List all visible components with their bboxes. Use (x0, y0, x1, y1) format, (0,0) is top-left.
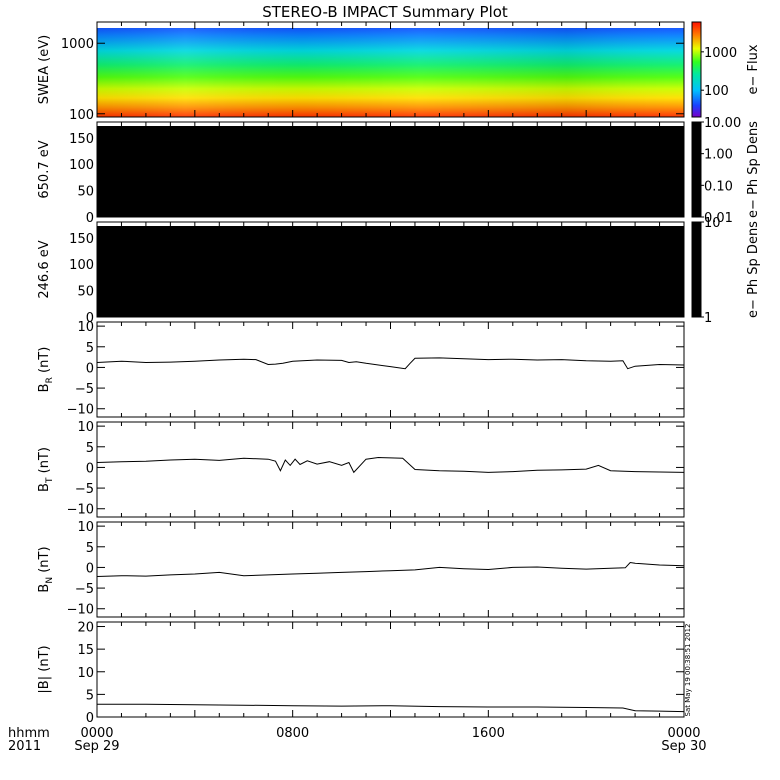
pad650-colorbar-tick-label: 0.01 (704, 211, 733, 226)
x-tick-label: 1600 (472, 726, 505, 741)
bt-ylabel-unit: (nT) (37, 447, 52, 477)
panel-bn: −10 −5 0 5 10 BN (nT) (37, 520, 685, 618)
bmag-ytick-label: 5 (86, 688, 94, 703)
bt-ylabel-main: B (37, 483, 52, 492)
bt-ytick-label: 0 (86, 461, 94, 476)
br-ylabel: BR (nT) (37, 347, 55, 393)
br-ytick-label: 0 (86, 361, 94, 376)
br-ytick-label: −5 (75, 382, 94, 397)
pad246-ytick-label: 100 (69, 258, 94, 273)
pad246-ytick-label: 150 (69, 232, 94, 247)
pad246-ylabel: 246.6 eV (37, 240, 52, 298)
bn-ytick-label: 0 (86, 561, 94, 576)
swea-colorbar-tick-label: 1000 (704, 46, 737, 61)
bmag-ytick-label: 20 (77, 621, 94, 636)
bt-ylabel-sub: T (45, 477, 55, 484)
bn-ytick-label: −5 (75, 582, 94, 597)
x-tick-sublabel: Sep 30 (661, 739, 706, 754)
bmag-series-line (97, 703, 685, 713)
bt-ytick-label: −10 (67, 503, 94, 518)
pad650-colorbar-tick-label: 1.00 (704, 148, 733, 163)
panel-bt: −10 −5 0 5 10 BT (nT) (37, 420, 685, 518)
bn-series-line (96, 561, 685, 577)
br-ytick-label: −10 (67, 403, 94, 418)
x-axis-year-prefix: 2011 (8, 739, 41, 754)
br-ylabel-unit: (nT) (37, 347, 52, 377)
pad246-colorbar-tick-label: 1 (704, 311, 712, 326)
bt-ytick-label: 5 (86, 441, 94, 456)
panel-bmag: 0 5 10 15 20 |B| (nT) (37, 621, 685, 726)
bn-ylabel-unit: (nT) (37, 546, 52, 576)
pad650-colorbar (692, 122, 701, 217)
bn-ylabel: BN (nT) (37, 546, 55, 592)
pad650-colorbar-frame (691, 121, 702, 218)
bmag-ytick-label: 0 (86, 711, 94, 726)
swea-colorbar-label: e− Flux (746, 44, 761, 94)
bmag-ylabel-unit: (nT) (37, 645, 52, 675)
panel-br: −10 −5 0 5 10 BR (nT) (37, 320, 685, 418)
panel-pad246: 0 50 100 150 246.6 eV 1 10 e− Ph Sp Dens (37, 216, 761, 326)
pad650-ylabel: 650.7 eV (37, 140, 52, 198)
pad246-colorbar (692, 222, 701, 317)
bt-ytick-label: 10 (77, 420, 94, 435)
swea-colorbar-frame (691, 21, 702, 118)
swea-colorbar (692, 22, 701, 117)
bn-ytick-label: 5 (86, 541, 94, 556)
bt-ytick-label: −5 (75, 482, 94, 497)
bn-frame (96, 521, 685, 618)
br-ytick-label: 5 (86, 341, 94, 356)
pad650-ytick-label: 50 (77, 185, 94, 200)
x-tick-label: 0000 (667, 726, 700, 741)
bmag-ytick-label: 10 (77, 666, 94, 681)
br-ylabel-main: B (37, 383, 52, 392)
br-series-line (96, 357, 685, 370)
bn-ytick-label: 10 (77, 520, 94, 535)
pad246-spectrogram (97, 226, 684, 317)
swea-ytick-label: 100 (69, 108, 94, 123)
pad650-colorbar-tick-label: 0.10 (704, 179, 733, 194)
x-tick-label: 0000 (80, 726, 113, 741)
swea-colorbar-tick-label: 100 (704, 84, 729, 99)
bt-ylabel: BT (nT) (37, 447, 55, 492)
bmag-frame (96, 621, 685, 718)
pad246-ytick-label: 50 (77, 285, 94, 300)
bt-frame (96, 421, 685, 518)
pad650-ytick-label: 0 (86, 211, 94, 226)
pad650-colorbar-label: e− Ph Sp Dens (746, 121, 761, 218)
plot-timestamp: Sat May 19 00:38:51 2012 (684, 623, 692, 716)
bt-series-line (96, 456, 685, 474)
swea-ytick-label: 1000 (61, 37, 94, 52)
pad650-colorbar-tick-label: 10.00 (704, 116, 741, 131)
bn-ytick-label: −10 (67, 603, 94, 618)
x-tick-sublabel: Sep 29 (74, 739, 119, 754)
pad246-colorbar-tick-label: 10 (704, 216, 721, 231)
panel-swea: 100 1000 SWEA (eV) 100 1000 e− Flux (37, 21, 761, 123)
br-frame (96, 321, 685, 418)
bmag-ylabel: |B| (nT) (37, 645, 52, 693)
pad246-colorbar-frame (691, 221, 702, 318)
pad650-ytick-label: 150 (69, 132, 94, 147)
bmag-ytick-label: 15 (77, 643, 94, 658)
bn-ylabel-sub: N (45, 577, 55, 584)
panel-pad650: 0 50 100 150 650.7 eV 0.01 0.10 1.00 10.00 e− Ph … (37, 116, 761, 226)
x-tick-label: 0800 (276, 726, 309, 741)
br-ytick-label: 10 (77, 320, 94, 335)
pad650-spectrogram (97, 126, 684, 217)
x-axis-hhmm-prefix: hhmm (8, 726, 50, 741)
plot-title: STEREO-B IMPACT Summary Plot (262, 3, 508, 21)
bn-ylabel-main: B (37, 584, 52, 593)
bmag-ylabel-main: |B| (37, 676, 52, 694)
br-ylabel-sub: R (45, 377, 55, 383)
pad246-ytick-label: 0 (86, 311, 94, 326)
swea-spectrogram-texture (97, 22, 684, 117)
swea-ylabel: SWEA (eV) (37, 35, 52, 104)
pad246-colorbar-label: e− Ph Sp Dens (746, 221, 761, 318)
pad650-ytick-label: 100 (69, 158, 94, 173)
